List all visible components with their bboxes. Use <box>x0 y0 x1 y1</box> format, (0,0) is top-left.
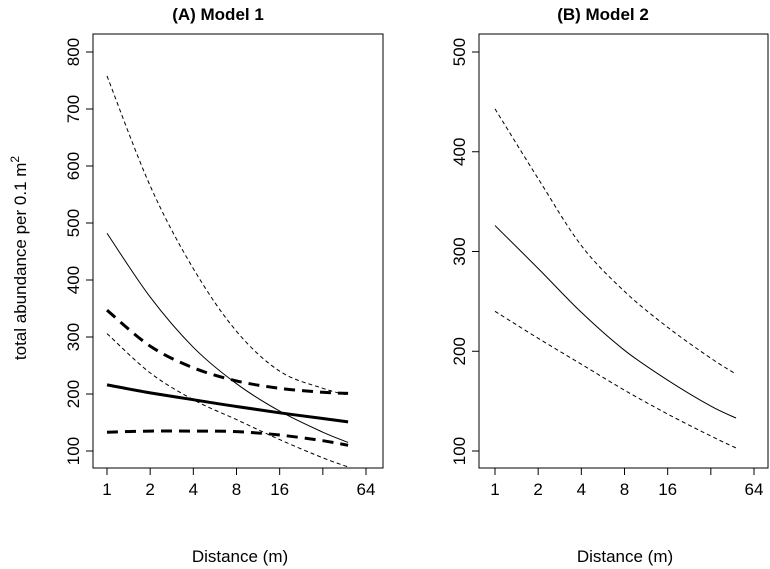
panel-b-series <box>494 108 737 449</box>
panel-b-frame <box>478 33 769 469</box>
x-tick-label: 1 <box>490 480 499 499</box>
y-tick-label: 300 <box>64 323 83 351</box>
panel-model-1: (A) Model 1 1 2 4 8 16 64 100 200 300 400 500 600 70… <box>8 5 384 566</box>
panel-a-series <box>106 75 349 468</box>
y-tick-label: 500 <box>450 38 469 66</box>
x-tick-label: 4 <box>577 480 586 499</box>
series-line-thin-dashed-1 <box>494 108 737 375</box>
x-tick-label: 64 <box>357 480 376 499</box>
series-line-thin-dashed-2 <box>106 333 349 468</box>
y-tick-label: 700 <box>64 95 83 123</box>
panel-a-frame <box>92 33 384 469</box>
series-line-thin-dashed-2 <box>494 310 737 449</box>
x-tick-label: 2 <box>145 480 154 499</box>
y-tick-label: 400 <box>450 138 469 166</box>
x-tick-label: 8 <box>620 480 629 499</box>
x-tick-label: 16 <box>658 480 677 499</box>
series-line-thick-solid-3 <box>106 383 349 424</box>
panel-a-ticks: 1 2 4 8 16 64 100 200 300 400 500 600 700 800 <box>64 38 375 499</box>
y-tick-label: 600 <box>64 152 83 180</box>
x-tick-label: 64 <box>745 480 764 499</box>
x-tick-label: 2 <box>533 480 542 499</box>
x-tick-label: 8 <box>232 480 241 499</box>
y-tick-label: 500 <box>64 209 83 237</box>
x-tick-label: 16 <box>270 480 289 499</box>
series-line-thin-solid-0 <box>106 232 349 443</box>
series-line-thin-dashed-1 <box>106 75 349 396</box>
panel-b-title: (B) Model 2 <box>557 5 649 24</box>
y-tick-label: 200 <box>64 380 83 408</box>
x-tick-label: 4 <box>189 480 198 499</box>
series-line-thin-solid-0 <box>494 225 737 419</box>
series-line-thick-dashed-4 <box>106 309 349 395</box>
series-line-thick-dashed-5 <box>106 429 349 447</box>
panel-a-title: (A) Model 1 <box>172 5 264 24</box>
y-tick-label: 400 <box>64 266 83 294</box>
panel-b-ticks: 1 2 4 8 16 64 100 200 300 400 500 <box>450 38 763 499</box>
y-tick-label: 200 <box>450 337 469 365</box>
y-tick-label: 100 <box>64 437 83 465</box>
y-tick-label: 300 <box>450 237 469 265</box>
panel-model-2: (B) Model 2 1 2 4 8 16 64 100 200 300 400 500 Dist… <box>450 5 769 566</box>
panel-b-xlabel: Distance (m) <box>577 547 673 566</box>
panel-a-xlabel: Distance (m) <box>192 547 288 566</box>
y-tick-label: 100 <box>450 437 469 465</box>
y-tick-label: 800 <box>64 38 83 66</box>
x-tick-label: 1 <box>102 480 111 499</box>
panel-a-ylabel-text: total abundance per 0.1 m2 <box>8 156 30 361</box>
